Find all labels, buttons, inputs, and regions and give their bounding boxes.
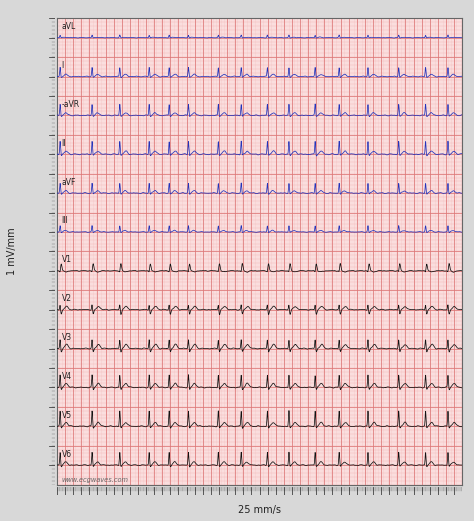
Text: 25 mm/s: 25 mm/s [238, 505, 281, 515]
Text: aVL: aVL [62, 22, 76, 31]
Text: 1 mV/mm: 1 mV/mm [7, 228, 17, 275]
Text: V6: V6 [62, 450, 72, 458]
Text: II: II [62, 139, 66, 147]
Text: V5: V5 [62, 411, 72, 420]
Text: V4: V4 [62, 372, 72, 381]
Text: www.ecgwaves.com: www.ecgwaves.com [62, 477, 129, 482]
Text: V2: V2 [62, 294, 72, 303]
Text: aVF: aVF [62, 178, 76, 187]
Text: I: I [62, 61, 64, 70]
Text: III: III [62, 216, 69, 226]
Text: V1: V1 [62, 255, 72, 264]
Text: V3: V3 [62, 333, 72, 342]
Text: -aVR: -aVR [62, 100, 80, 109]
